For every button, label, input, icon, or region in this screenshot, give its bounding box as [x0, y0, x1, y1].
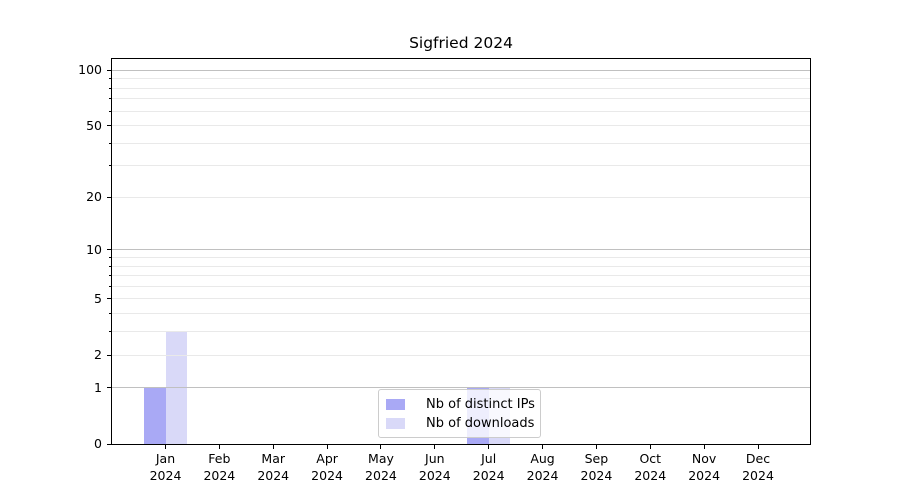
gridline-minor: [112, 257, 810, 258]
y-axis-tick: [107, 69, 111, 71]
y-axis-tick-label: 1: [94, 379, 102, 395]
y-axis-minor-tick: [108, 257, 111, 258]
x-axis-tick: [703, 445, 705, 449]
y-axis-tick: [107, 196, 111, 198]
y-axis-tick: [107, 387, 111, 389]
y-axis-tick: [107, 249, 111, 251]
x-axis-tick: [649, 445, 651, 449]
gridline-minor: [112, 354, 810, 356]
y-axis-minor-tick: [108, 285, 111, 287]
gridline-minor: [112, 142, 810, 144]
y-axis-tick-label: 5: [94, 290, 102, 306]
plot-area: Nb of distinct IPs Nb of downloads: [111, 58, 811, 445]
gridline-minor: [112, 298, 810, 300]
gridline-minor: [112, 98, 810, 100]
y-axis-tick: [107, 298, 111, 300]
legend: Nb of distinct IPs Nb of downloads: [378, 389, 541, 438]
x-axis-tick: [165, 445, 166, 449]
gridline-minor: [112, 110, 810, 112]
gridline-minor: [112, 275, 810, 277]
x-axis-tick-label: Mar 2024: [257, 451, 290, 483]
y-axis-minor-tick: [108, 110, 111, 112]
y-axis-tick-label: 20: [86, 189, 102, 205]
x-axis-tick: [218, 445, 220, 449]
x-axis-tick: [326, 445, 328, 449]
x-axis-tick: [380, 445, 382, 449]
chart-title: Sigfried 2024: [409, 34, 513, 52]
x-axis-tick-label: Jul 2024: [472, 451, 505, 483]
y-axis-minor-tick: [108, 331, 111, 333]
x-axis-tick-label: Nov 2024: [688, 451, 721, 483]
legend-label-downloads: Nb of downloads: [426, 415, 535, 431]
y-axis-minor-tick: [108, 87, 111, 89]
y-axis-minor-tick: [108, 142, 111, 144]
y-axis-tick: [107, 125, 111, 127]
gridline-minor: [112, 196, 810, 198]
legend-entry-distinct-ips: Nb of distinct IPs: [386, 396, 535, 412]
y-axis-minor-tick: [108, 78, 111, 80]
legend-swatch-distinct-ips: [386, 398, 405, 410]
gridline-minor: [112, 78, 810, 80]
x-axis-tick-label: Apr 2024: [311, 451, 343, 483]
y-axis-minor-tick: [108, 265, 111, 267]
gridline-major: [112, 69, 810, 71]
y-axis-minor-tick: [108, 98, 111, 100]
gridline-major: [112, 387, 810, 389]
gridline-minor: [112, 313, 810, 315]
gridline-minor: [112, 265, 810, 267]
x-axis-tick-label: Sep 2024: [580, 451, 613, 483]
y-axis-minor-tick: [108, 313, 111, 315]
legend-label-distinct-ips: Nb of distinct IPs: [426, 396, 535, 412]
x-axis-tick: [542, 445, 544, 449]
gridline-minor: [112, 165, 810, 167]
y-axis-tick-label: 2: [94, 347, 102, 363]
x-axis-tick: [595, 445, 597, 449]
legend-swatch-downloads: [386, 417, 405, 429]
x-axis-tick-label: May 2024: [365, 451, 397, 483]
x-axis-tick: [757, 445, 759, 449]
y-axis-tick-label: 50: [86, 117, 102, 133]
gridline-minor: [112, 87, 810, 89]
bar-distinct-ips-jan: [144, 387, 166, 444]
y-axis-tick-label: 0: [94, 436, 102, 451]
x-axis-tick-label: Jan 2024: [149, 451, 182, 483]
gridline-minor: [112, 285, 810, 287]
x-axis-tick: [272, 445, 274, 449]
gridline-minor: [112, 125, 810, 127]
y-axis-tick: [107, 443, 111, 445]
y-axis-minor-tick: [108, 275, 111, 277]
y-axis-tick-label: 100: [78, 62, 102, 78]
x-axis-tick: [488, 445, 490, 449]
y-axis-tick-label: 10: [86, 241, 102, 257]
legend-entry-downloads: Nb of downloads: [386, 415, 535, 431]
x-axis-tick: [434, 445, 436, 449]
x-axis-tick-label: Oct 2024: [634, 451, 667, 483]
x-axis-tick-label: Dec 2024: [742, 451, 774, 483]
grid-layer: [112, 59, 810, 444]
x-axis-tick-label: Aug 2024: [526, 451, 559, 483]
x-axis-tick-label: Feb 2024: [203, 451, 236, 483]
x-axis-tick-label: Jun 2024: [418, 451, 451, 483]
gridline-minor: [112, 331, 810, 333]
y-axis-tick: [107, 354, 111, 356]
y-axis-minor-tick: [108, 165, 111, 167]
gridline-major: [112, 249, 810, 251]
